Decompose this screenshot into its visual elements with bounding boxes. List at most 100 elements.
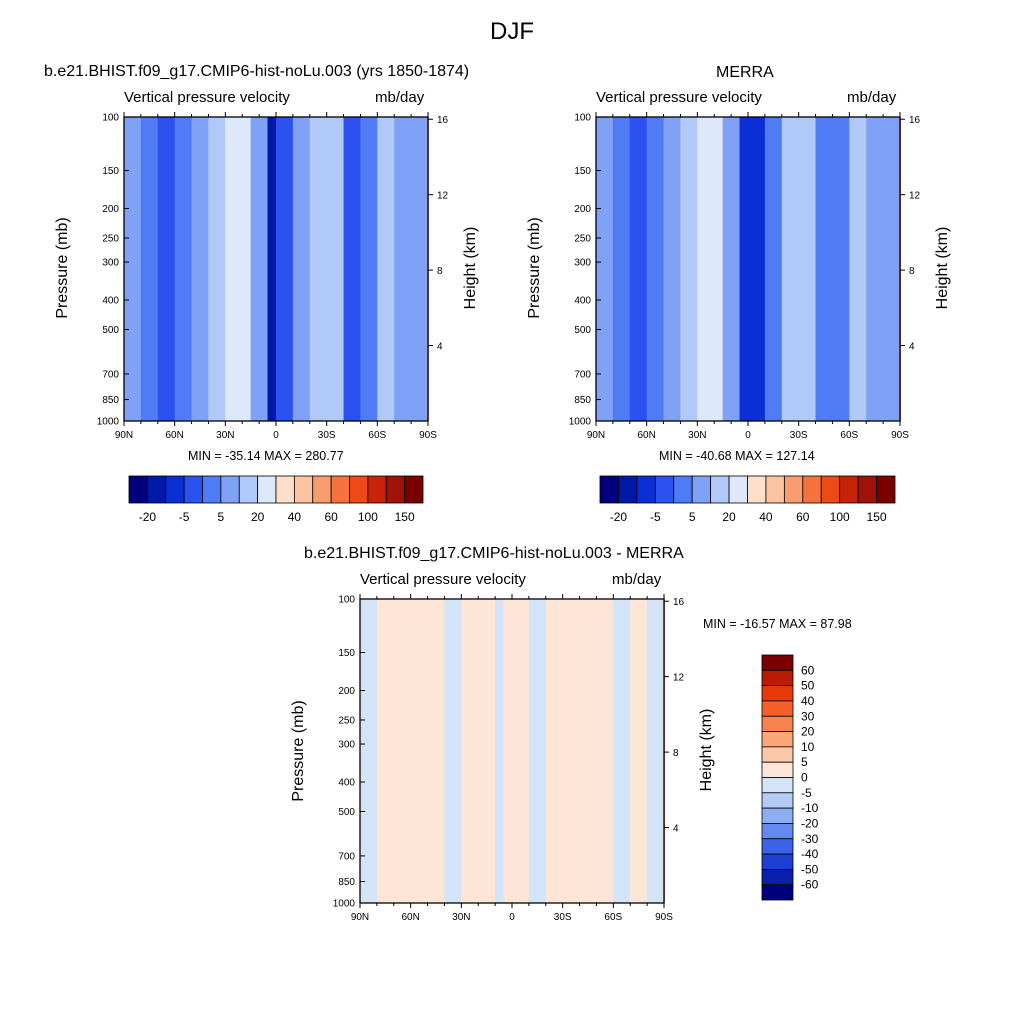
colorbar-2-swatch	[857, 475, 877, 504]
colorbar-1-swatch	[220, 475, 240, 504]
panel-2-contour-band	[612, 117, 631, 421]
colorbar-1-label: 100	[358, 510, 378, 524]
colorbar-1-swatch	[404, 475, 424, 504]
pressure-tick-label: 400	[102, 296, 119, 307]
pressure-tick-label: 100	[102, 113, 119, 124]
pressure-tick-label: 500	[338, 807, 355, 818]
height-tick-label: 12	[673, 673, 685, 684]
latitude-tick-label: 90N	[351, 912, 369, 923]
diff-colorbar-swatch	[761, 746, 794, 763]
height-tick-label: 8	[437, 266, 443, 277]
diff-colorbar-label: 5	[801, 755, 808, 769]
colorbar-2-label: 5	[689, 510, 696, 524]
pressure-tick-label: 250	[102, 233, 119, 244]
pressure-tick-label: 300	[102, 258, 119, 269]
panel-1-min-max: MIN = -35.14 MAX = 280.77	[188, 449, 344, 463]
colorbar-1-swatch	[202, 475, 222, 504]
colorbar-1-swatch	[183, 475, 203, 504]
diff-colorbar-swatch	[761, 823, 794, 840]
diff-colorbar-label: -60	[801, 878, 819, 892]
height-tick-label: 16	[909, 115, 921, 126]
diff-colorbar-label: -5	[801, 786, 812, 800]
height-tick-label: 8	[673, 748, 679, 759]
colorbar-2-label: 150	[867, 510, 887, 524]
panel-2-contour-band	[764, 117, 783, 421]
panel-1-contour-band	[267, 117, 277, 421]
colorbar-2-swatch	[820, 475, 841, 504]
panel-1-title: b.e21.BHIST.f09_g17.CMIP6-hist-noLu.003 …	[44, 63, 470, 80]
latitude-tick-label: 0	[509, 912, 515, 923]
height-tick-label: 8	[909, 266, 915, 277]
latitude-tick-label: 0	[273, 430, 279, 441]
colorbar-2-swatch	[673, 475, 693, 504]
panel-2-contour-band	[866, 117, 884, 421]
colorbar-2-swatch	[728, 475, 748, 504]
diff-colorbar-swatch	[761, 838, 794, 855]
diff-colorbar-swatch	[761, 777, 794, 794]
latitude-tick-label: 60N	[401, 912, 419, 923]
pressure-tick-label: 500	[102, 325, 119, 336]
panel-3-contour-band	[647, 599, 665, 903]
latitude-tick-label: 30S	[790, 430, 808, 441]
diff-colorbar-swatch	[761, 685, 794, 702]
pressure-tick-label: 700	[338, 851, 355, 862]
latitude-tick-label: 60S	[604, 912, 622, 923]
diff-colorbar-label: 50	[801, 679, 815, 693]
diff-colorbar-swatch	[761, 700, 794, 717]
colorbar-1-swatch	[312, 475, 332, 504]
panel-1-contour-band	[394, 117, 412, 421]
colorbar-2-swatch	[599, 475, 619, 504]
diff-colorbar-swatch	[761, 884, 794, 901]
pressure-tick-label: 300	[574, 258, 591, 269]
figure-title: DJF	[490, 18, 534, 45]
panel-2-contour-band	[596, 117, 614, 421]
pressure-tick-label: 200	[102, 204, 119, 215]
latitude-tick-label: 30N	[452, 912, 470, 923]
panel-3-contour-band	[630, 599, 648, 903]
colorbar-1-swatch	[330, 475, 350, 504]
height-tick-label: 16	[437, 115, 449, 126]
colorbar-1-label: 150	[395, 510, 415, 524]
latitude-tick-label: 30S	[318, 430, 336, 441]
panel-3-min-max: MIN = -16.57 MAX = 87.98	[703, 617, 852, 631]
latitude-tick-label: 90N	[115, 430, 133, 441]
panel-2-contour-band	[646, 117, 665, 421]
panel-1-contour-band	[208, 117, 226, 421]
diff-colorbar-label: 40	[801, 694, 815, 708]
height-tick-label: 12	[437, 191, 449, 202]
panel-3-contour-band	[528, 599, 547, 903]
latitude-tick-label: 60N	[637, 430, 655, 441]
colorbar-2-label: -20	[610, 510, 628, 524]
pressure-tick-label: 700	[102, 369, 119, 380]
latitude-tick-label: 30S	[554, 912, 572, 923]
panel-3-title: b.e21.BHIST.f09_g17.CMIP6-hist-noLu.003 …	[304, 545, 684, 562]
colorbar-2-label: 20	[722, 510, 736, 524]
panel-3-contour-band	[503, 599, 513, 903]
colorbar-2-label: 60	[796, 510, 810, 524]
panel-1-contour-band	[377, 117, 395, 421]
latitude-tick-label: 30N	[216, 430, 234, 441]
panel-1-contour-band	[191, 117, 209, 421]
pressure-tick-label: 200	[338, 686, 355, 697]
diff-colorbar-label: 60	[801, 663, 815, 677]
colorbar-2-label: 100	[830, 510, 850, 524]
panel-1-contour-band	[157, 117, 176, 421]
panel-2-contour-band	[722, 117, 741, 421]
diff-colorbar-swatch	[761, 807, 794, 824]
pressure-tick-label: 250	[574, 233, 591, 244]
pressure-tick-label: 1000	[97, 417, 120, 428]
panel-1-units-label: mb/day	[375, 89, 425, 106]
panel-1-contour-band	[360, 117, 378, 421]
panel-1-contour-band	[250, 117, 269, 421]
pressure-tick-label: 850	[102, 395, 119, 406]
colorbar-1-label: 40	[288, 510, 302, 524]
panel-2-contour-band	[815, 117, 833, 421]
panel-2-units-label: mb/day	[847, 89, 897, 106]
latitude-tick-label: 90S	[891, 430, 909, 441]
diff-colorbar-label: 20	[801, 725, 815, 739]
panel-2-title: MERRA	[716, 64, 774, 81]
height-tick-label: 4	[673, 824, 679, 835]
pressure-tick-label: 850	[574, 395, 591, 406]
diff-colorbar-label: -10	[801, 801, 819, 815]
colorbar-1-swatch	[146, 475, 167, 504]
